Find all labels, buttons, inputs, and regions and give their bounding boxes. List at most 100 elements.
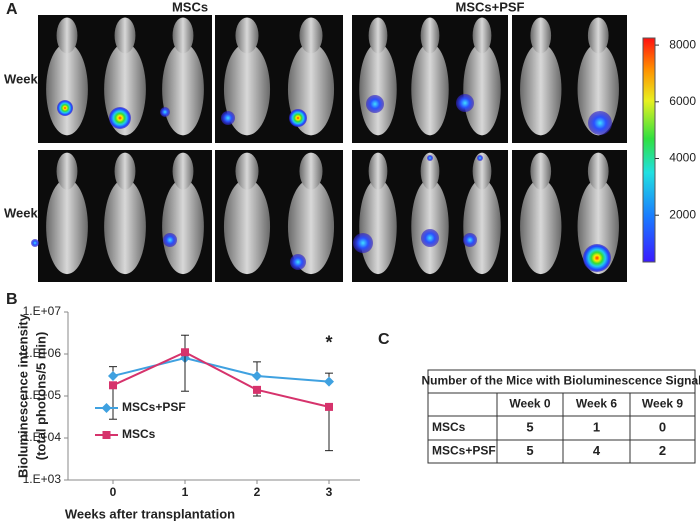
mouse-body xyxy=(46,43,88,136)
panel-label: B xyxy=(6,291,18,308)
mouse-body xyxy=(162,43,204,136)
table-header: Week 6 xyxy=(576,397,617,411)
signal xyxy=(353,233,373,253)
mouse-head xyxy=(299,17,323,54)
mouse-head xyxy=(235,17,259,54)
signal xyxy=(588,111,612,135)
mouse-body xyxy=(287,179,335,275)
marker xyxy=(181,348,189,357)
colorbar-tick-label: 6000 xyxy=(669,94,696,108)
mouse-body xyxy=(520,179,562,275)
mouse-body xyxy=(411,43,449,136)
mouse-body xyxy=(411,179,449,275)
panel-label: A xyxy=(6,1,18,18)
colorbar xyxy=(642,37,656,263)
mouse-head xyxy=(420,17,440,54)
signal xyxy=(221,111,235,125)
table-header: Week 0 xyxy=(509,397,550,411)
colorbar-tick-label: 2000 xyxy=(669,207,696,221)
mouse-body xyxy=(359,43,397,136)
panel-label: C xyxy=(378,331,390,348)
mouse-head xyxy=(587,17,609,54)
series-line xyxy=(112,357,330,383)
mouse-head xyxy=(235,152,259,190)
mouse-body xyxy=(359,179,397,275)
table-cell: 5 xyxy=(526,443,533,458)
mouse-head xyxy=(472,152,492,190)
x-tick-label: 2 xyxy=(254,485,261,499)
annotation: * xyxy=(325,332,332,352)
y-tick-label: 1.E+06 xyxy=(23,346,62,360)
signal xyxy=(477,155,483,161)
series-line xyxy=(112,351,330,408)
x-tick-label: 3 xyxy=(326,485,333,499)
marker xyxy=(324,376,334,387)
table-cell: 4 xyxy=(593,443,601,458)
x-tick-label: 1 xyxy=(182,485,189,499)
mouse-body xyxy=(46,179,88,275)
mouse-head xyxy=(420,152,440,190)
row-label: Week 3 xyxy=(4,205,49,220)
signal xyxy=(290,254,306,270)
mouse-head xyxy=(472,17,492,54)
y-axis-title: (total photons/5 min) xyxy=(33,332,48,461)
colorbar-tick-label: 4000 xyxy=(669,151,696,165)
signal xyxy=(163,233,177,247)
mouse-body xyxy=(577,43,619,136)
table-header: Week 9 xyxy=(642,397,683,411)
y-tick-label: 1.E+04 xyxy=(23,430,62,444)
signal xyxy=(456,94,474,112)
mouse-head xyxy=(587,152,609,190)
table-cell: 0 xyxy=(659,419,666,434)
mouse-body xyxy=(463,43,501,136)
x-axis-title: Weeks after transplantation xyxy=(65,506,235,521)
photos xyxy=(31,15,627,282)
legend-label: MSCs+PSF xyxy=(122,400,186,414)
signal xyxy=(463,233,477,247)
signal xyxy=(31,239,39,247)
mouse-head xyxy=(114,152,136,190)
signal xyxy=(289,109,307,127)
marker xyxy=(252,370,262,381)
table: Number of the Mice with Bioluminescence … xyxy=(421,369,700,464)
y-tick-label: 1.E+05 xyxy=(23,388,62,402)
mouse-head xyxy=(530,152,552,190)
table-cell: 2 xyxy=(659,443,666,458)
row-label: MSCs xyxy=(432,420,466,434)
signal xyxy=(421,229,439,247)
y-axis-title: Bioluminescence intensity xyxy=(15,313,30,478)
legend-marker xyxy=(101,403,112,413)
y-tick-label: 1.E+03 xyxy=(23,472,62,486)
legend-label: MSCs xyxy=(122,427,156,441)
signal xyxy=(109,107,131,129)
mouse-head xyxy=(299,152,323,190)
group-label: MSCs+PSF xyxy=(456,0,525,14)
mouse-head xyxy=(172,152,194,190)
table-cell: 5 xyxy=(526,419,533,434)
marker xyxy=(253,385,261,394)
mouse-body xyxy=(223,43,271,136)
x-tick-label: 0 xyxy=(110,485,117,499)
mouse-body xyxy=(162,179,204,275)
signal xyxy=(366,95,384,113)
mouse-head xyxy=(368,152,388,190)
row-label: MSCs+PSF xyxy=(432,444,496,458)
colorbar-tick-label: 8000 xyxy=(669,37,696,51)
signal xyxy=(427,155,433,161)
signal xyxy=(583,244,611,272)
signal xyxy=(160,107,170,117)
mouse-head xyxy=(172,17,194,54)
table-title: Number of the Mice with Bioluminescence … xyxy=(421,374,700,388)
marker xyxy=(325,402,333,411)
mouse-head xyxy=(114,17,136,54)
table-cell: 1 xyxy=(593,419,600,434)
y-tick-label: 1.E+07 xyxy=(23,304,62,318)
mouse-body xyxy=(104,179,146,275)
mouse-head xyxy=(56,17,78,54)
mouse-body xyxy=(463,179,501,275)
mouse-body xyxy=(520,43,562,136)
marker xyxy=(109,381,117,390)
row-label: Week 0 xyxy=(4,71,49,86)
signal xyxy=(57,100,73,116)
